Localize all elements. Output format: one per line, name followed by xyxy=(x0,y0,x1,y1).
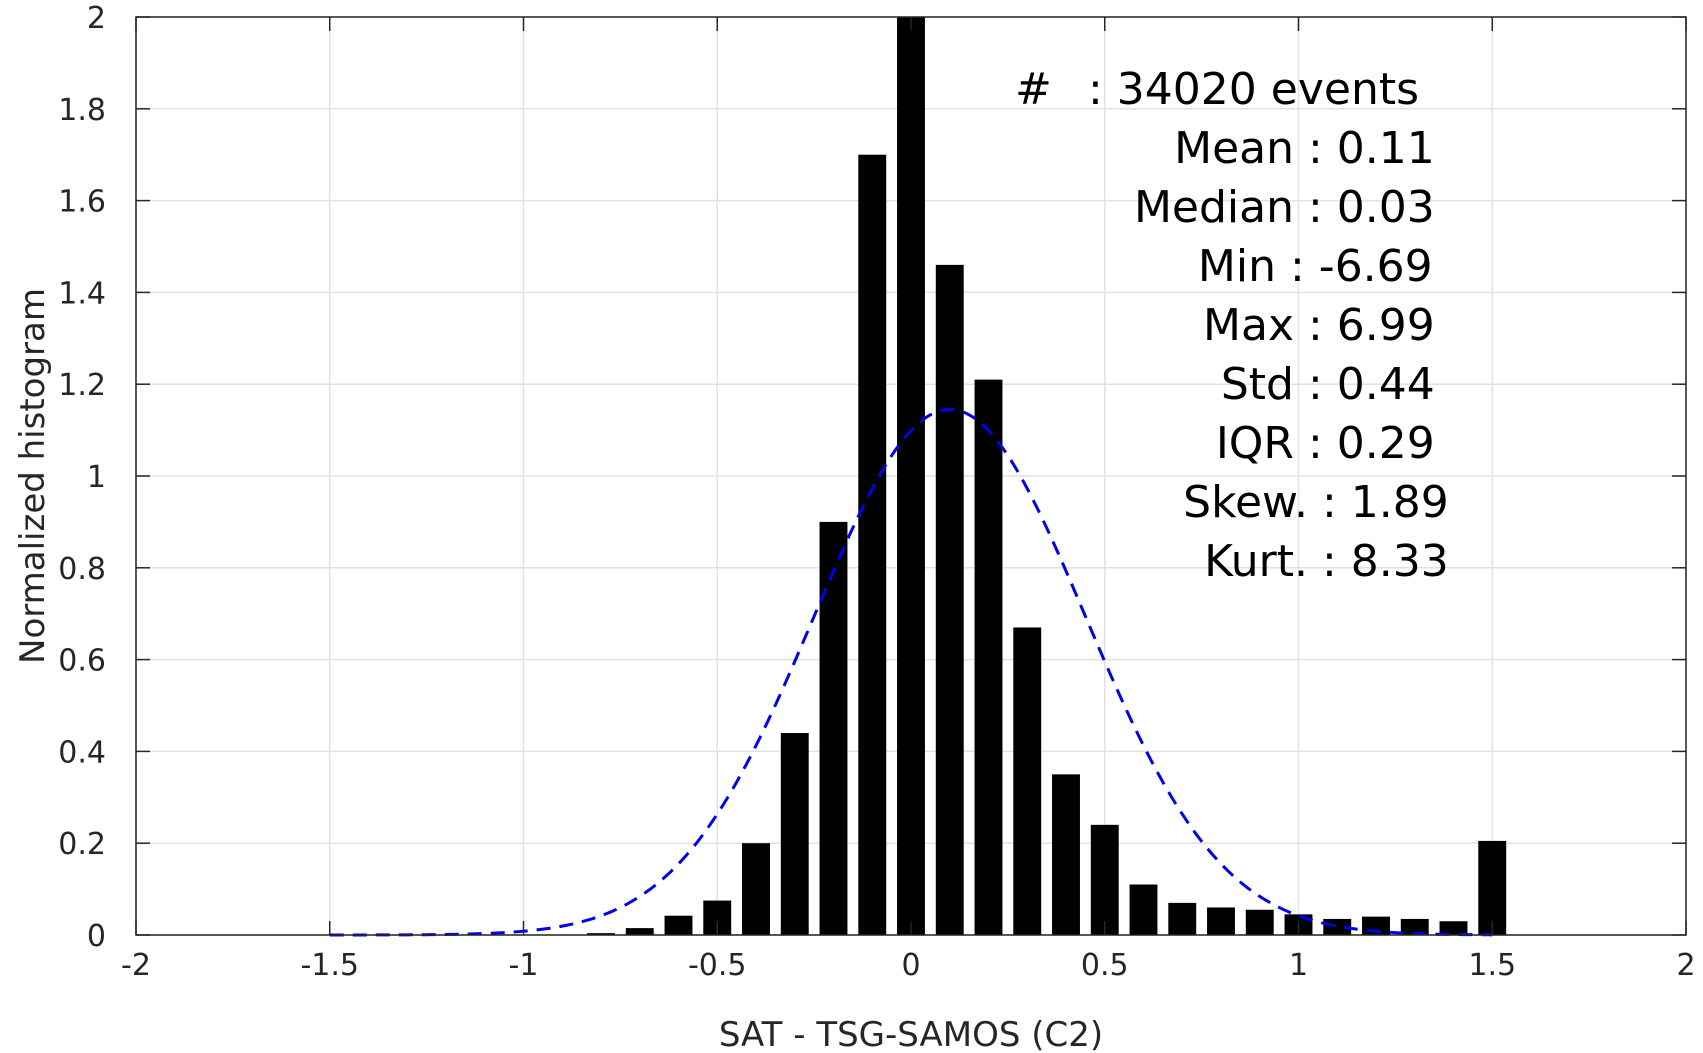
histogram-bars xyxy=(587,17,1507,935)
x-tick-label: -0.5 xyxy=(688,948,747,983)
histogram-bar xyxy=(1052,774,1080,935)
x-tick-label: 2 xyxy=(1676,948,1695,983)
stat-label: Std xyxy=(1221,359,1294,410)
histogram-bar xyxy=(1090,824,1119,935)
y-tick-label: 1.2 xyxy=(58,368,106,403)
histogram-bar xyxy=(935,264,964,935)
histogram-bar xyxy=(819,521,848,935)
x-axis-label: SAT - TSG-SAMOS (C2) xyxy=(719,1015,1103,1053)
x-tick-label: 0.5 xyxy=(1081,948,1129,983)
stat-value: : 8.33 xyxy=(1322,536,1449,587)
y-tick-label: 0.4 xyxy=(58,735,106,770)
y-tick-label: 1.8 xyxy=(58,93,106,128)
x-tick-label: 0 xyxy=(901,948,920,983)
stat-value: : 1.89 xyxy=(1322,477,1449,528)
stat-label: Max xyxy=(1203,300,1294,351)
histogram-bar xyxy=(974,379,1003,935)
x-tick-label: 1.5 xyxy=(1468,948,1516,983)
y-tick-labels: 0 0.2 0.4 0.6 0.8 1 1.2 1.4 1.6 1.8 2 xyxy=(58,1,106,954)
y-tick-label: 1.6 xyxy=(58,185,106,220)
y-axis-label: Normalized histogram xyxy=(13,288,53,664)
histogram-bar xyxy=(1439,921,1468,935)
histogram-bar xyxy=(1478,840,1507,935)
stat-value: : 0.44 xyxy=(1308,359,1435,410)
histogram-bar xyxy=(1323,918,1352,935)
histogram-bar xyxy=(587,933,615,935)
x-tick-label: -1 xyxy=(509,948,539,983)
histogram-bar xyxy=(664,915,693,935)
y-tick-label: 2 xyxy=(87,1,106,36)
y-tick-label: 1.4 xyxy=(58,276,106,311)
stat-label: # xyxy=(1015,64,1052,115)
x-tick-labels: -2 -1.5 -1 -0.5 0 0.5 1 1.5 2 xyxy=(121,948,1696,983)
stat-label: Skew. xyxy=(1183,477,1308,528)
stat-value: : 0.11 xyxy=(1308,123,1435,174)
x-tick-label: 1 xyxy=(1289,948,1308,983)
stat-value: : 0.03 xyxy=(1308,182,1435,233)
histogram-bar xyxy=(858,154,887,935)
y-tick-label: 0.2 xyxy=(58,827,106,862)
axis-ticks xyxy=(135,16,1687,936)
histogram-bar xyxy=(742,843,770,935)
y-tick-label: 0.8 xyxy=(58,552,106,587)
statistics-annotation: # : 34020 events Mean : 0.11 Median : 0.03 Min… xyxy=(1015,64,1449,587)
stat-label: Median xyxy=(1134,182,1294,233)
histogram-bar xyxy=(1013,627,1042,935)
y-tick-label: 0.6 xyxy=(58,644,106,679)
histogram-bar xyxy=(1207,907,1235,935)
histogram-bar xyxy=(1245,909,1274,935)
x-tick-label: -2 xyxy=(121,948,151,983)
stat-value: : 0.29 xyxy=(1308,418,1435,469)
stat-value: : 34020 events xyxy=(1088,64,1419,115)
histogram-bar xyxy=(625,928,654,935)
histogram-bar xyxy=(1400,918,1429,935)
stat-value: : 6.99 xyxy=(1308,300,1435,351)
histogram-bar xyxy=(780,733,809,935)
stat-value: : -6.69 xyxy=(1290,241,1433,292)
histogram-bar xyxy=(1129,884,1158,935)
histogram-bar xyxy=(1168,902,1197,935)
stat-label: IQR xyxy=(1216,418,1294,469)
stat-label: Min xyxy=(1198,241,1276,292)
x-tick-label: -1.5 xyxy=(300,948,359,983)
stat-label: Kurt. xyxy=(1204,536,1308,587)
y-tick-label: 0 xyxy=(87,919,106,954)
y-tick-label: 1 xyxy=(87,460,106,495)
stat-label: Mean xyxy=(1174,123,1294,174)
histogram-bar xyxy=(897,17,925,935)
